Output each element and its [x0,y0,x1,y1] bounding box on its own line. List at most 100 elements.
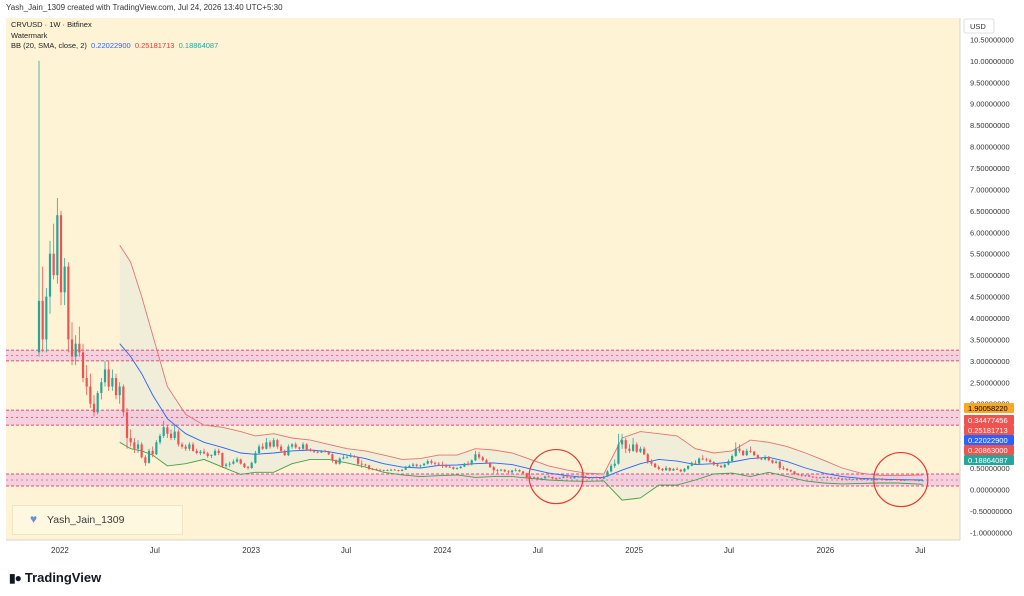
x-tick-label: Jul [150,546,160,555]
candle [653,462,657,468]
candle [606,470,609,477]
candle-body [452,467,455,469]
candle-body [705,459,708,461]
candle-body [48,253,52,297]
candle [393,468,396,471]
candle-body [492,467,495,471]
tradingview-brand[interactable]: ▮● TradingView [9,570,101,585]
candle-body [642,448,646,455]
candle-body [496,470,499,471]
candle-body [683,468,686,472]
candle [510,469,514,474]
candle [320,450,323,453]
candle-body [265,442,268,449]
candle-body [235,459,239,462]
candle-body [206,453,209,456]
candle [778,461,781,471]
candle [81,343,85,383]
candle [177,429,180,447]
candle [180,442,184,449]
candle-body [85,378,88,387]
candle-body [690,462,693,466]
candle [646,453,649,464]
candle-body [819,477,822,479]
candle [199,450,202,456]
candle-body [294,444,297,448]
candle [52,223,55,280]
candle-body [228,463,231,465]
candle [334,459,338,465]
candle-body [503,469,506,472]
chart-area[interactable]: 10.50000000 10.00000000 9.50000000 9.000000… [6,18,1018,560]
x-tick-label: 2026 [816,546,834,555]
candle-body [852,479,855,480]
candle [591,477,594,479]
candle-body [756,455,759,459]
candle [650,459,653,466]
candle-body [448,466,451,468]
candle-body [430,461,433,463]
candle-body [580,476,583,477]
price-chart[interactable]: 10.50000000 10.00000000 9.50000000 9.000000… [6,18,1018,560]
candle-body [378,469,382,471]
price-label-text: 0.20863000 [968,446,1008,455]
candle-body [899,480,902,481]
candle [243,462,246,468]
y-tick-label: 5.00000000 [970,271,1010,280]
candle [78,326,81,357]
candle-body [419,465,422,467]
candle-body [290,444,294,447]
candle-body [41,300,44,340]
candle-body [188,444,191,449]
candle [521,471,525,474]
candle [63,258,66,306]
candle-body [353,456,356,458]
candle [837,477,840,480]
candle [892,478,895,480]
candle-body [786,468,789,471]
candle [620,433,624,449]
symbol-line[interactable]: CRVUSD · 1W · Bitfinex [11,20,92,29]
y-tick-label: 4.00000000 [970,314,1010,323]
candle-body [312,450,316,452]
candle-body [804,475,807,477]
candle-body [125,412,129,438]
candle-body [694,462,697,464]
watermark-indicator-label[interactable]: Watermark [11,30,48,40]
candle [290,443,294,449]
candle-body [349,456,352,457]
candle [536,477,539,480]
candle [885,479,888,481]
candle [580,475,583,478]
bb-indicator-legend[interactable]: BB (20, SMA, close, 2) 0.22022900 0.2518… [11,41,218,52]
candle-body [268,442,272,447]
candle-body [371,468,374,470]
candle-body [114,378,118,396]
candle [114,373,118,400]
candle-body [195,450,198,453]
candle [800,474,803,477]
candle [745,448,748,456]
candle-body [639,448,642,452]
candle-body [749,450,752,452]
candle-body [716,464,719,466]
candle-body [327,451,330,455]
candle [756,454,759,460]
candle-body [470,460,473,465]
candle [609,463,613,473]
plot-background [6,18,960,540]
candle-body [279,446,283,451]
candle [687,465,690,470]
candle-body [664,468,668,471]
candle-body [587,477,591,479]
candle-body [499,469,503,471]
chart-legend: CRVUSD · 1W · Bitfinex Watermark BB (20,… [11,20,218,52]
candle-body [37,300,41,353]
candle [826,476,829,478]
candle-body [808,475,811,477]
candle-body [543,476,547,479]
candle [899,479,902,481]
candle [628,444,631,453]
candle-body [753,451,756,456]
candle-body [217,450,220,453]
